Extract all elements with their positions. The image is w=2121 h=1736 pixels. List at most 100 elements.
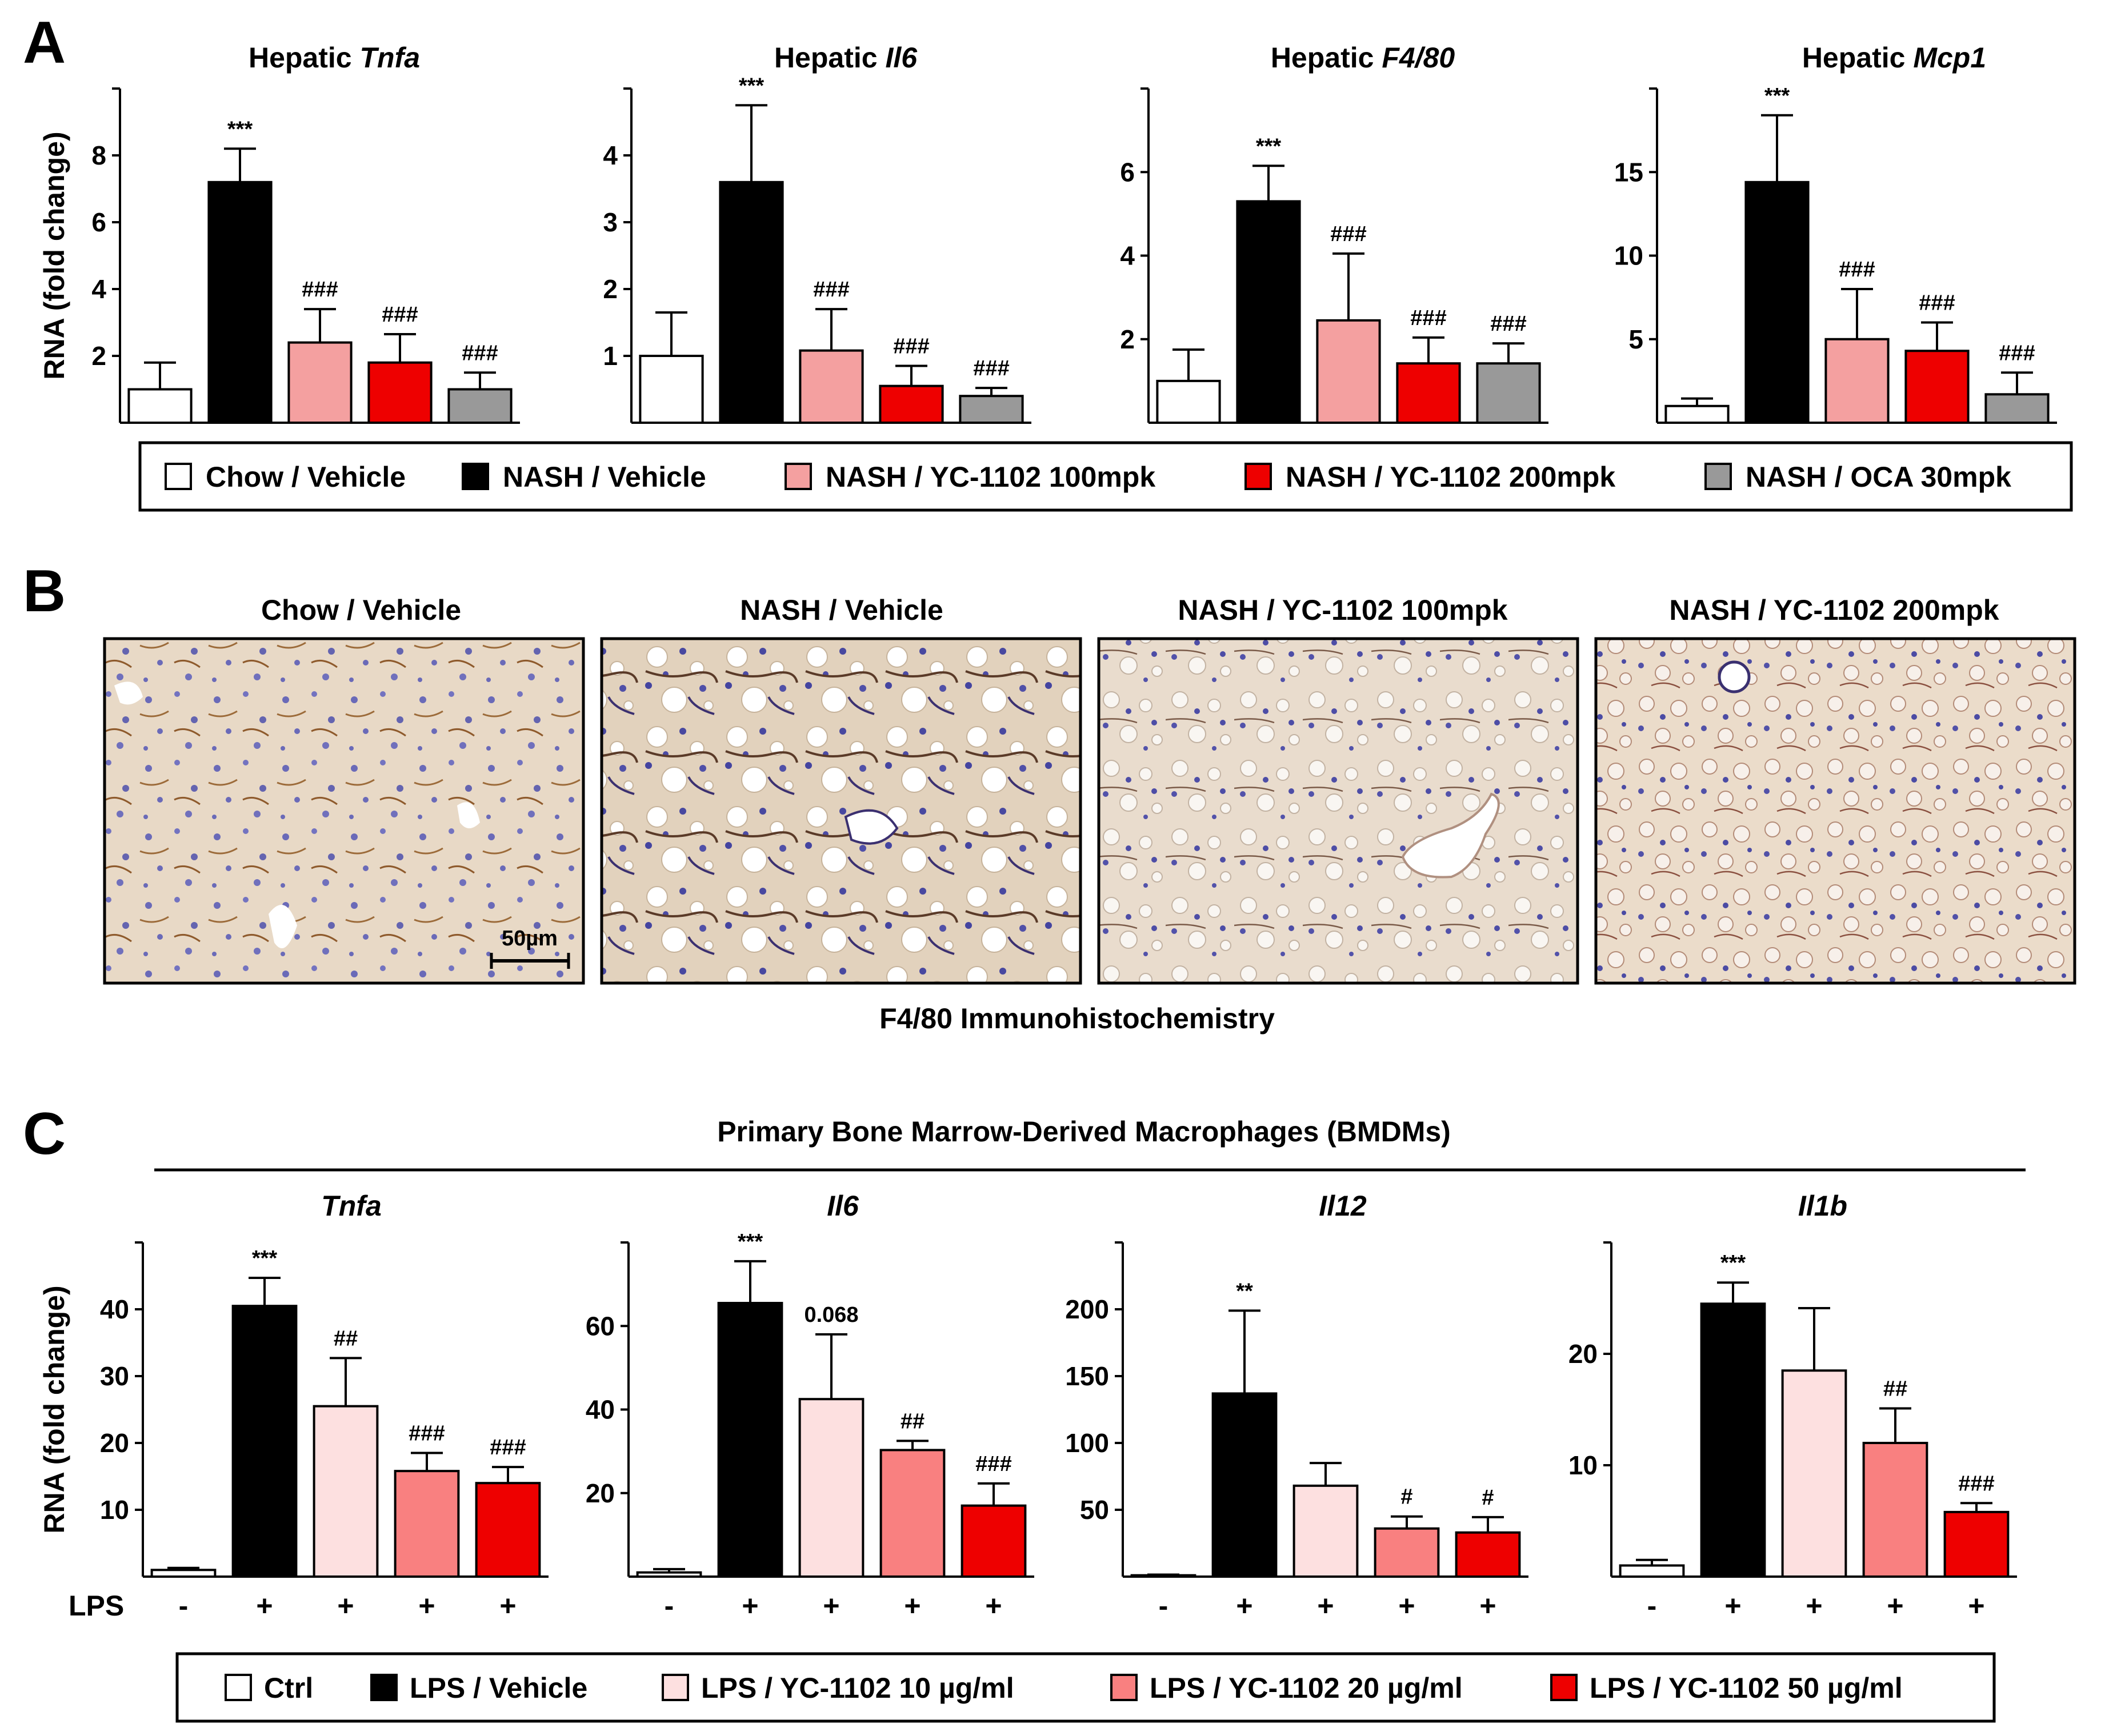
bar [1156,379,1221,424]
y-axis-label: RNA (fold change) [38,131,70,379]
significance-label: ### [409,1422,445,1446]
lps-sign: + [1968,1590,1984,1622]
vessel-shape [844,809,899,845]
legend-a-swatch [785,463,812,490]
y-tick-label: 40 [100,1294,129,1324]
y-tick-label: 10 [1568,1450,1598,1480]
panel-c-letter: C [23,1101,66,1167]
significance-label: ### [973,356,1009,380]
y-tick-label: 100 [1065,1428,1109,1458]
significance-label: *** [739,74,765,98]
legend-a-label: NASH / Vehicle [503,461,706,493]
legend-c-swatch [1550,1674,1578,1701]
histology-title: Chow / Vehicle [261,594,461,626]
lps-sign: + [904,1590,921,1622]
lps-sign: + [1236,1590,1252,1622]
significance-label: ### [975,1452,1011,1476]
y-tick-label: 150 [1065,1361,1109,1391]
lps-sign: - [1647,1590,1657,1622]
bar [1862,1442,1928,1578]
chart-title-gene: Tnfa [359,42,420,74]
bar [1316,319,1381,424]
histology-image: NASH / YC-1102 200mpk [1594,594,2076,985]
bar [1824,338,1890,424]
lps-sign: + [418,1590,435,1622]
bar [287,341,353,424]
legend-c-item: LPS / YC-1102 20 µg/ml [1110,1672,1463,1704]
chart-c-tnfa: Tnfa 10 20 30 40 RNA (fold change) - *** + ## + ###… [38,1190,549,1622]
histology-image: NASH / Vehicle [600,594,1082,985]
significance-label: ** [1236,1279,1253,1303]
legend-a-label: NASH / OCA 30mpk [1746,461,2011,493]
legend-c-label: Ctrl [264,1672,313,1704]
significance-label: *** [738,1230,763,1254]
lps-sign: + [1317,1590,1334,1622]
bar [719,181,784,424]
lps-sign: + [1724,1590,1741,1622]
significance-label: ## [1883,1377,1907,1401]
legend-c-swatch [662,1674,689,1701]
y-tick-label: 2 [603,274,618,304]
chart-c-il1b: Il1b 10 20 - *** + + ## + ### + [1568,1190,2017,1622]
significance-label: ### [462,341,498,365]
histology-title: NASH / YC-1102 200mpk [1669,594,1999,626]
bar [207,181,273,424]
histology-caption: F4/80 Immunohistochemistry [879,1003,1275,1035]
chart-a-mcp1: Hepatic Mcp1 5 10 15 *** ### ### ### [1614,42,2057,424]
significance-label: ### [382,303,418,327]
bar [879,384,944,424]
bar [961,1504,1027,1578]
chart-title-gene: Il6 [885,42,918,74]
y-tick-label: 2 [1120,324,1135,354]
significance-label: *** [1720,1251,1746,1275]
legend-a-item: Chow / Vehicle [165,461,406,493]
y-tick-label: 6 [91,207,106,237]
legend-c-label: LPS / Vehicle [410,1672,587,1704]
significance-label: ## [901,1409,925,1433]
vessel-shape [1718,660,1751,693]
y-tick-label: 15 [1614,157,1643,187]
lps-label: LPS [69,1590,124,1622]
y-tick-label: 4 [603,141,618,170]
bar [1781,1369,1847,1578]
significance-label: 0.068 [804,1303,858,1327]
y-tick-label: 40 [586,1395,615,1425]
lps-sign: + [823,1590,839,1622]
bar [1211,1392,1278,1578]
bar [799,349,864,424]
chart-title-gene: Il6 [827,1190,859,1222]
bar [1396,362,1461,424]
legend-c-swatch [370,1674,398,1701]
lps-sign: + [1479,1590,1496,1622]
chart-title-gene: Mcp1 [1913,42,1986,74]
lps-sign: + [1887,1590,1903,1622]
chart-a-tnfa: Hepatic Tnfa 2 4 6 8 RNA (fold change) *** ### #… [38,42,520,424]
y-tick-label: 4 [91,274,106,304]
bar [1455,1531,1521,1578]
significance-label: ### [302,278,338,302]
panel-c-header: Primary Bone Marrow-Derived Macrophages … [717,1116,1451,1148]
chart-title: Hepatic Tnfa [249,42,420,74]
legend-a-swatch [1244,463,1272,490]
bar [1700,1302,1766,1578]
panel-b-letter: B [23,558,66,624]
significance-label: *** [1764,84,1790,108]
bar [1984,393,2050,424]
chart-title: Tnfa [321,1190,382,1222]
significance-label: ### [490,1436,526,1460]
bar [1236,200,1301,424]
vessel-shape [269,905,297,948]
bar [475,1482,541,1578]
lps-sign: + [1398,1590,1415,1622]
legend-c-item: LPS / Vehicle [370,1672,587,1704]
bar [959,395,1024,424]
chart-title: Hepatic F4/80 [1271,42,1455,74]
legend-c-swatch [225,1674,252,1701]
vessel-shape [1401,792,1500,879]
significance-label: ### [1410,306,1446,330]
significance-label: ### [1919,291,1955,315]
significance-label: *** [1256,134,1282,158]
legend-a-item: NASH / YC-1102 200mpk [1244,461,1615,493]
bar [1619,1564,1685,1578]
